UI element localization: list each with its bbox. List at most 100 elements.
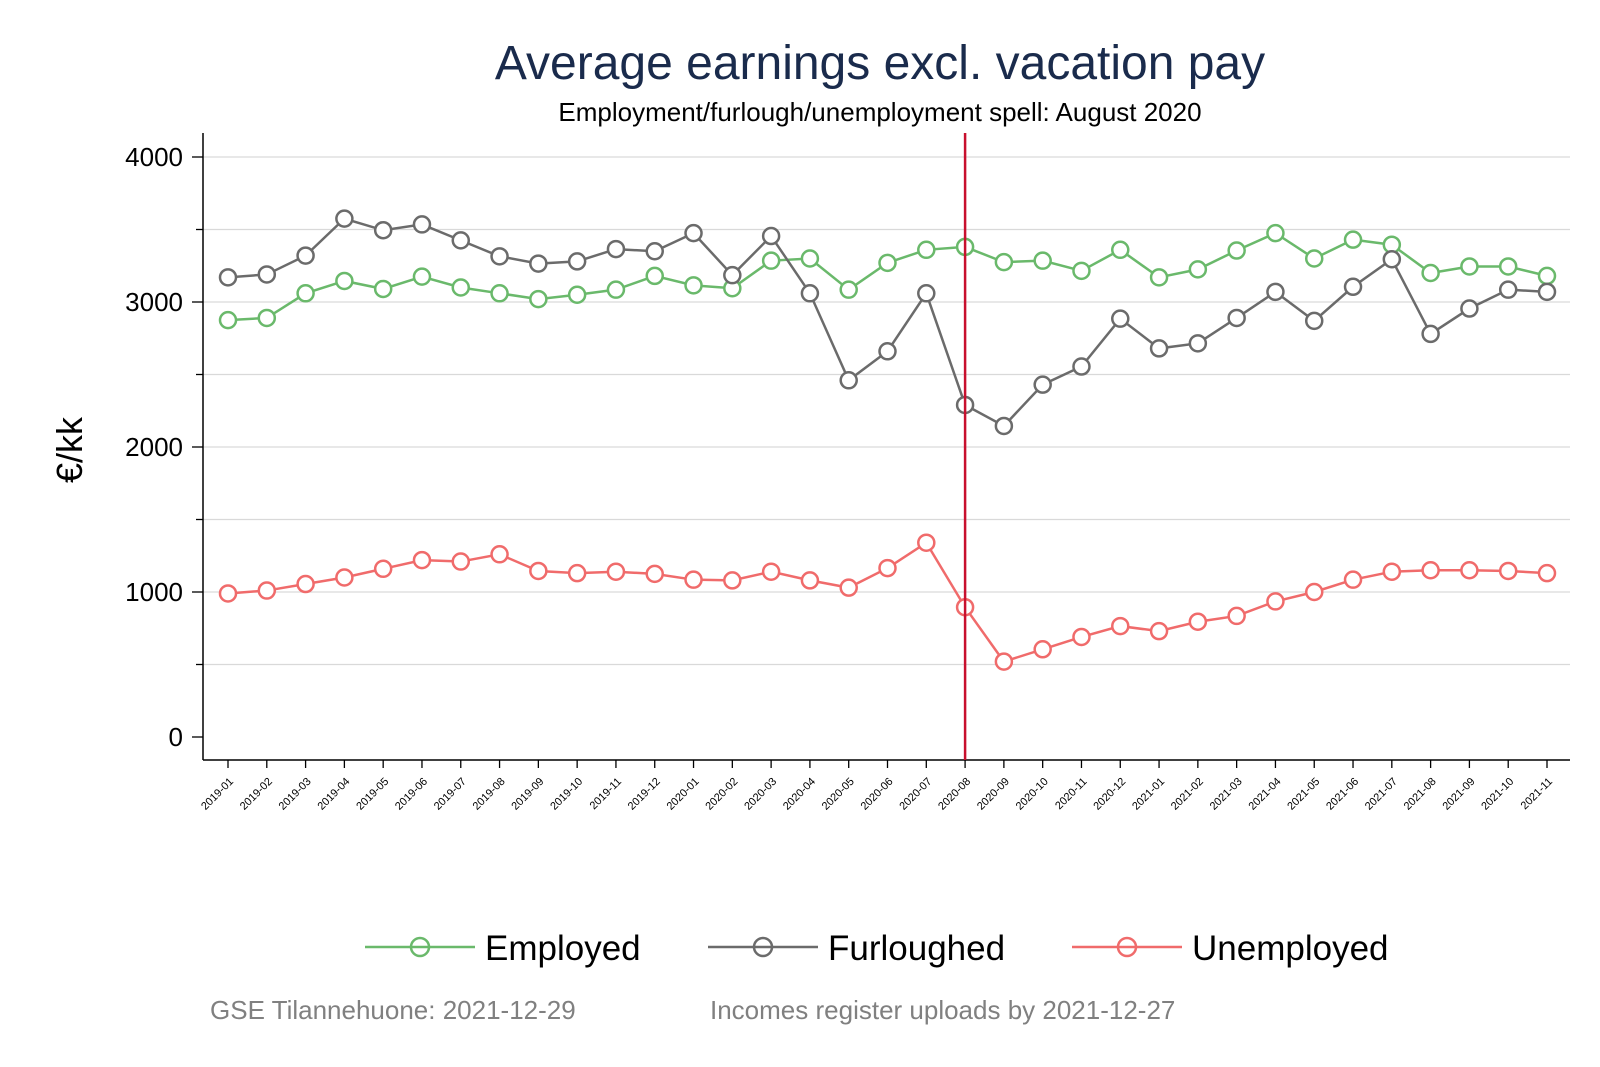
data-point-furloughed [296,246,315,265]
data-point-unemployed [1227,606,1246,626]
data-point-unemployed [1111,616,1130,636]
x-tick-label: 2019-07 [432,776,469,813]
data-point-employed [1033,251,1052,270]
data-point-unemployed [1266,592,1285,611]
data-point-furloughed [1227,308,1246,328]
data-point-employed [218,310,238,330]
x-tick-label: 2020-04 [781,776,818,813]
legend-label-furloughed: Furloughed [828,929,1006,968]
data-point-unemployed [1188,612,1208,631]
x-tick-label: 2021-04 [1247,776,1284,813]
data-point-unemployed [761,562,781,581]
data-point-unemployed [1382,562,1402,581]
x-tick-label: 2021-06 [1324,776,1361,813]
data-point-furloughed [412,215,432,234]
data-point-furloughed [1498,280,1518,299]
data-point-employed [1460,257,1479,276]
data-point-unemployed [1072,627,1091,647]
data-point-unemployed [994,652,1014,671]
data-point-employed [412,267,432,286]
data-point-furloughed [878,342,897,361]
data-point-employed [1266,223,1285,243]
data-point-furloughed [1266,282,1285,302]
data-point-furloughed [645,242,664,261]
data-point-furloughed [994,416,1014,436]
data-point-furloughed [490,247,509,266]
series-furloughed [218,209,1557,436]
grid-lines [203,156,1570,666]
series-layer [218,209,1557,671]
x-tick-label: 2019-09 [509,776,546,813]
data-point-employed [1537,266,1557,286]
data-point-furloughed [1072,357,1091,376]
data-point-furloughed [1421,324,1440,344]
data-point-unemployed [723,571,742,590]
data-point-unemployed [529,561,548,581]
legend-label-employed: Employed [485,929,641,968]
x-tick-label: 2019-02 [238,776,275,813]
x-tick-label: 2019-06 [393,776,430,813]
data-point-furloughed [839,371,858,390]
x-tick-label: 2020-09 [975,776,1012,813]
data-point-furloughed [684,223,703,243]
y-tick-label: 2000 [125,432,183,462]
x-tick-label: 2020-08 [936,776,973,813]
data-point-furloughed [1188,334,1208,353]
x-tick-label: 2020-03 [742,776,779,813]
data-point-unemployed [373,559,393,579]
data-point-furloughed [335,209,354,228]
series-line-furloughed [227,217,1548,428]
legend: Employed Furloughed Unemployed [0,925,1600,975]
data-point-unemployed [490,545,509,564]
legend-swatch-employed [365,936,475,958]
footer-source: GSE Tilannehuone: 2021-12-29 [210,995,576,1025]
data-point-employed [1343,230,1363,249]
y-tick-label: 0 [169,722,183,752]
data-point-employed [1111,240,1130,260]
data-point-unemployed [606,562,626,581]
data-point-unemployed [878,558,897,578]
data-point-employed [373,279,393,299]
data-point-furloughed [761,226,781,246]
y-tick-label: 3000 [125,287,183,317]
data-point-furloughed [1304,311,1324,331]
data-point-unemployed [917,533,936,552]
data-point-furloughed [1343,277,1363,297]
data-point-employed [800,249,820,268]
data-point-furloughed [451,231,471,250]
data-point-furloughed [723,265,742,285]
x-tick-label: 2021-05 [1285,776,1322,813]
data-point-unemployed [335,568,354,587]
data-point-employed [296,284,315,303]
x-tick-label: 2020-01 [665,776,702,813]
legend-label-unemployed: Unemployed [1192,929,1389,968]
data-point-furloughed [1537,282,1557,302]
y-axis-label-wrap: €/kk [49,416,90,483]
x-tick-label: 2019-10 [548,776,585,813]
data-point-employed [994,252,1014,272]
data-point-employed [1421,263,1440,283]
x-tick-label: 2020-12 [1091,776,1128,813]
data-point-furloughed [529,254,548,273]
series-unemployed [218,533,1557,671]
data-point-employed [878,253,897,273]
x-tick-label: 2021-03 [1208,776,1245,813]
data-point-furloughed [1149,339,1169,358]
data-point-unemployed [1149,621,1169,641]
data-point-unemployed [257,581,277,600]
footer-note: Incomes register uploads by 2021-12-27 [710,995,1176,1025]
legend-swatch-furloughed [708,936,818,958]
data-point-employed [606,280,626,299]
data-point-employed [257,308,277,328]
data-point-unemployed [839,578,858,597]
data-point-employed [451,278,471,297]
data-point-unemployed [1537,563,1557,583]
series-employed [218,223,1557,330]
data-point-unemployed [1304,582,1324,602]
data-point-employed [567,285,587,304]
chart-title: Average earnings excl. vacation pay [494,37,1266,90]
data-point-employed [335,271,354,291]
chart-subtitle: Employment/furlough/unemployment spell: … [558,97,1202,127]
x-tick-label: 2019-08 [471,776,508,813]
